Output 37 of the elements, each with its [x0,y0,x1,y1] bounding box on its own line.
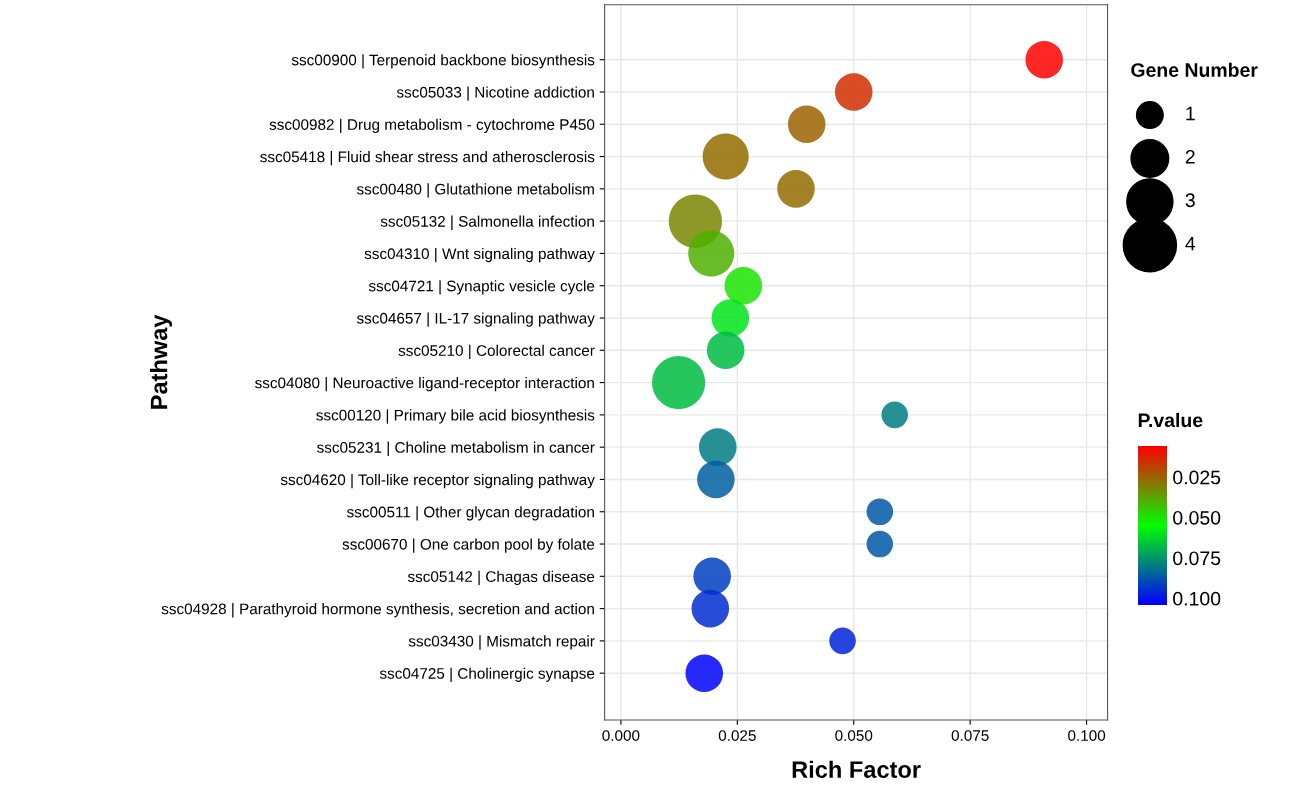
x-tick-label: 0.100 [1068,730,1106,741]
x-tick-label: 0.075 [951,730,989,741]
y-tick-label: ssc00900 | Terpenoid backbone biosynthesis [291,54,595,69]
y-tick-label: ssc05142 | Chagas disease [407,570,595,586]
y-tick-label: ssc04080 | Neuroactive ligand-receptor interaction [255,377,594,392]
y-tick-label: ssc00511 | Other glycan degradation [347,506,594,521]
y-tick-label: ssc05210 | Colorectal cancer [398,344,595,360]
y-tick-label: ssc00120 | Primary bile acid biosynthesis [316,409,595,424]
color-bar-label: 0.050 [1173,510,1221,525]
y-tick-label: ssc04721 | Synaptic vesicle cycle [368,280,595,295]
y-tick-label: ssc04928 | Parathyroid hormone synthesis, secretion and action [161,603,594,618]
y-tick-label: ssc05033 | Nicotine addiction [396,86,594,101]
y-tick-label: ssc00480 | Glutathione metabolism [356,183,594,198]
color-bar-label: 0.025 [1173,470,1221,485]
legend-label: 4 [1185,236,1196,251]
x-tick-label: 0.025 [718,730,756,741]
color-bar-title: P.value [1138,412,1203,428]
y-axis-title: Pathway [150,314,173,409]
x-tick-label: 0.050 [835,730,873,741]
y-tick-label: ssc04310 | Wnt signaling pathway [364,247,595,263]
legend-title: Gene Number [1131,62,1258,77]
y-tick-label: ssc04620 | Toll-like receptor signaling pathway [280,473,595,489]
y-tick-label: ssc04725 | Cholinergic synapse [379,667,595,682]
legend-label: 2 [1185,149,1195,164]
y-tick-label: ssc04657 | IL-17 signaling pathway [356,312,595,327]
y-tick-label: ssc03430 | Mismatch repair [408,635,595,650]
legend-label: 3 [1185,193,1195,208]
y-tick-label: ssc05132 | Salmonella infection [380,215,594,230]
x-tick-label: 0.000 [602,730,640,741]
y-tick-label: ssc00982 | Drug metabolism - cytochrome P450 [269,118,595,134]
legend-label: 1 [1186,106,1195,121]
y-tick-label: ssc05418 | Fluid shear stress and atherosclerosis [260,151,595,166]
y-tick-label: ssc05231 | Choline metabolism in cancer [317,441,595,456]
color-bar-label: 0.075 [1173,551,1221,566]
y-tick-label: ssc00670 | One carbon pool by folate [342,538,595,553]
color-bar-label: 0.100 [1173,591,1221,606]
x-axis-title: Rich Factor [792,760,921,778]
